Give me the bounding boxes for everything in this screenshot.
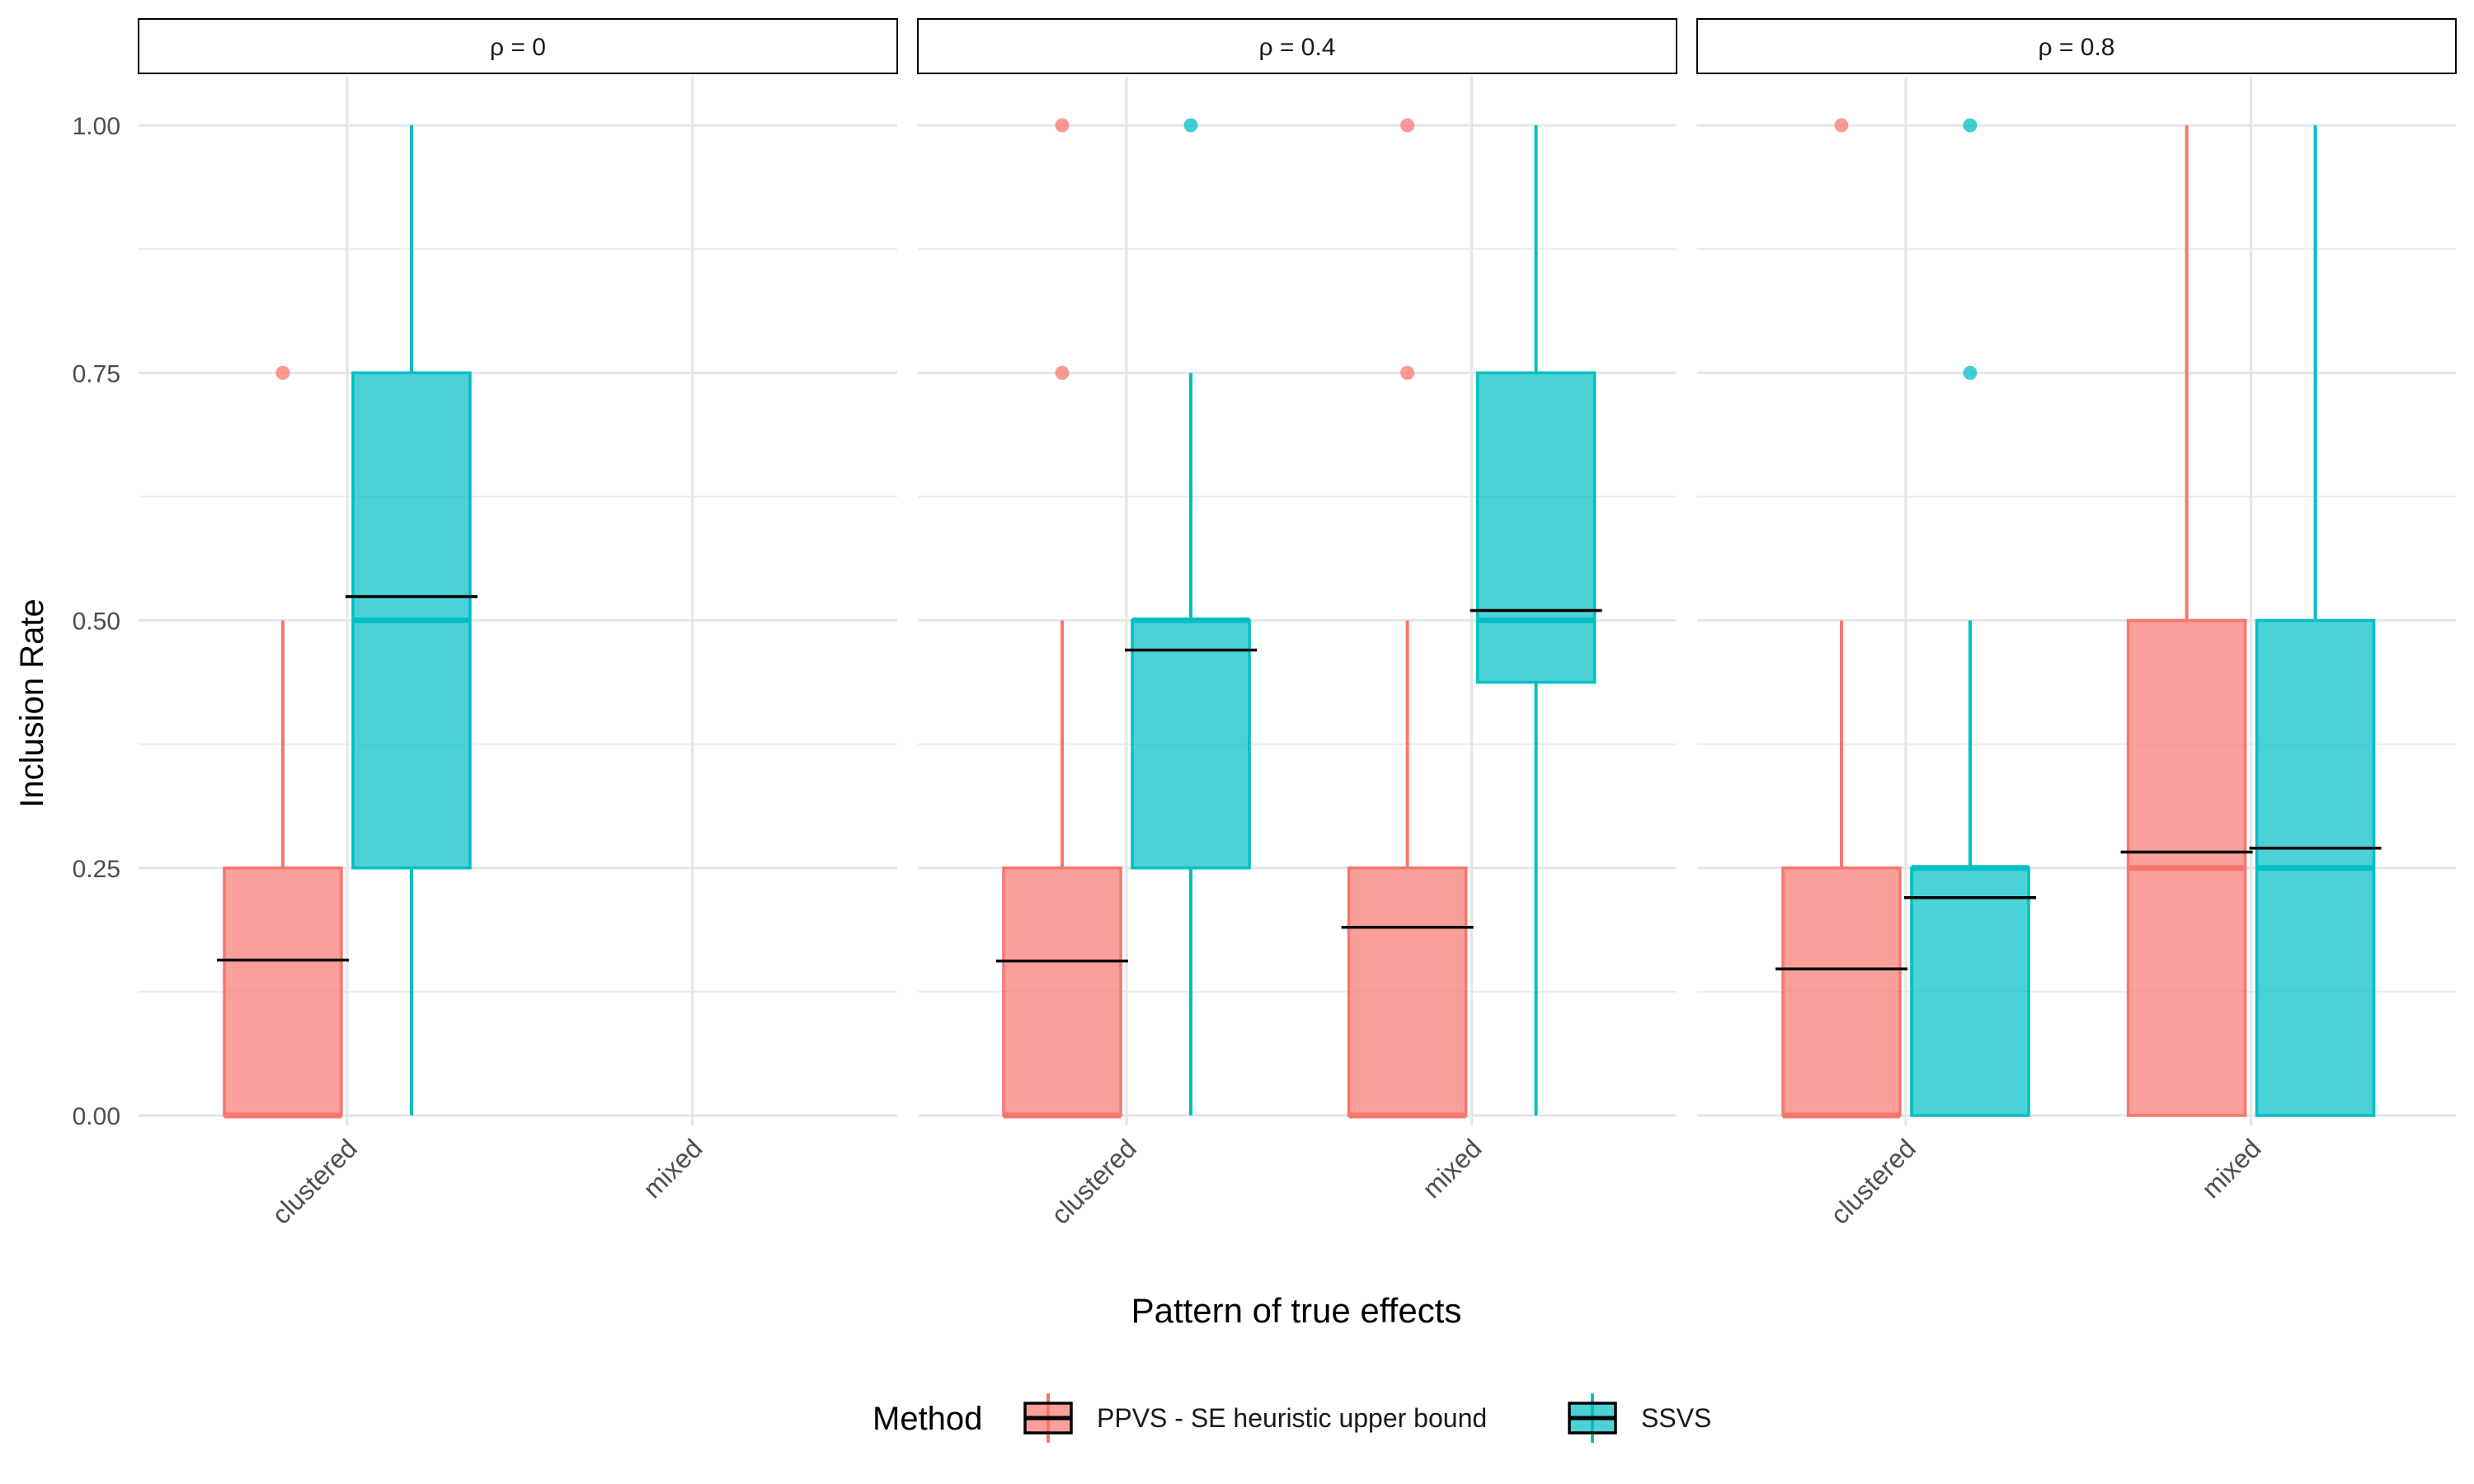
legend-title: Method bbox=[872, 1401, 982, 1437]
legend-label: SSVS bbox=[1641, 1403, 1711, 1433]
box-ppvs bbox=[1341, 118, 1474, 1119]
x-tick-label: mixed bbox=[2196, 1133, 2267, 1204]
legend-key bbox=[1023, 1393, 1073, 1443]
outlier-point bbox=[1400, 365, 1415, 380]
box-ppvs bbox=[217, 365, 349, 1119]
y-axis-label: Inclusion Rate bbox=[14, 599, 50, 807]
box-iqr bbox=[1131, 618, 1251, 870]
facet-panel: ρ = 0.4 clustered mixed bbox=[917, 18, 1677, 1230]
facet-panel: ρ = 0.8 clustered mixed bbox=[1696, 18, 2457, 1230]
x-tick-label: clustered bbox=[1046, 1133, 1142, 1229]
facet-strip bbox=[1696, 18, 2457, 74]
box-ssvs bbox=[1470, 125, 1602, 1115]
outlier-point bbox=[1834, 118, 1849, 133]
outlier-point bbox=[1055, 118, 1070, 133]
outlier-point bbox=[1055, 365, 1070, 380]
box-ssvs bbox=[346, 125, 477, 1115]
legend-label: PPVS - SE heuristic upper bound bbox=[1097, 1403, 1487, 1433]
y-tick-label: 0.50 bbox=[73, 608, 120, 636]
box-ssvs bbox=[1125, 118, 1257, 1115]
x-tick-label: mixed bbox=[1417, 1133, 1488, 1204]
facet-strip-label: ρ = 0.8 bbox=[2039, 34, 2115, 61]
x-tick-label: clustered bbox=[266, 1133, 363, 1229]
y-tick-label: 1.00 bbox=[73, 113, 120, 140]
box-iqr bbox=[1347, 866, 1468, 1117]
facet-strip-label: ρ = 0.4 bbox=[1259, 34, 1336, 61]
box-iqr bbox=[1002, 866, 1122, 1117]
box-ppvs bbox=[1776, 118, 1907, 1119]
facet-panel: ρ = 0 clustered mixed bbox=[138, 18, 898, 1230]
outlier-point bbox=[1963, 365, 1978, 380]
facet-strip bbox=[917, 18, 1677, 74]
box-ssvs bbox=[1904, 118, 2036, 1117]
outlier-point bbox=[1183, 118, 1198, 133]
legend-key bbox=[1568, 1393, 1617, 1443]
facet-strip bbox=[138, 18, 898, 74]
facet-strip-label: ρ = 0 bbox=[490, 34, 546, 61]
box-iqr bbox=[1475, 371, 1597, 684]
panels-layer: ρ = 0 clustered mixed 0.00 0.25 0.50 0.75 1.00 ρ… bbox=[73, 18, 2457, 1230]
x-tick-label: mixed bbox=[637, 1133, 708, 1204]
outlier-point bbox=[1963, 118, 1978, 133]
y-tick-label: 0.75 bbox=[73, 360, 120, 387]
box-ssvs bbox=[2249, 125, 2382, 1117]
y-tick-label: 0.25 bbox=[73, 856, 120, 883]
box-iqr bbox=[1910, 866, 2030, 1117]
x-tick-label: clustered bbox=[1825, 1133, 1921, 1229]
legend: Method PPVS - SE heuristic upper bound SSV… bbox=[872, 1393, 1711, 1443]
box-iqr bbox=[223, 866, 343, 1117]
box-iqr bbox=[1781, 866, 1902, 1117]
x-axis-label: Pattern of true effects bbox=[1131, 1291, 1462, 1330]
y-tick-label: 0.00 bbox=[73, 1103, 120, 1130]
box-ppvs bbox=[2120, 125, 2253, 1117]
box-ppvs bbox=[996, 118, 1128, 1119]
outlier-point bbox=[275, 365, 290, 380]
outlier-point bbox=[1400, 118, 1415, 133]
